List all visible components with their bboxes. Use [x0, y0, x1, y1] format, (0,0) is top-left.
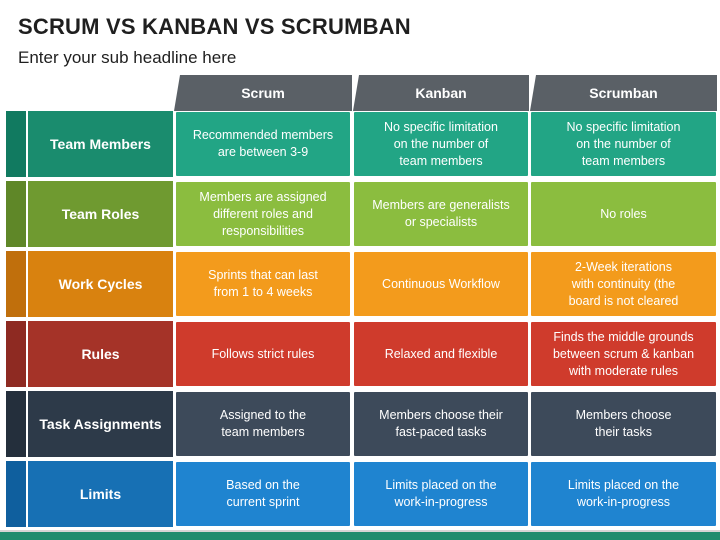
row-label: Work Cycles [27, 250, 174, 318]
row-label: Team Roles [27, 180, 174, 248]
footer-accent-bar [0, 532, 720, 540]
table-cell-scrum: Assigned to the team members [175, 391, 351, 457]
row-tab [5, 320, 27, 388]
page-subtitle: Enter your sub headline here [18, 48, 237, 67]
table-cell-scrum: Members are assigned different roles and… [175, 181, 351, 247]
table-cell-scrum: Follows strict rules [175, 321, 351, 387]
row-label: Task Assignments [27, 390, 174, 458]
row-tab [5, 110, 27, 178]
table-cell-kanban: Members choose their fast-paced tasks [353, 391, 529, 457]
table-cell-scrum: Sprints that can last from 1 to 4 weeks [175, 251, 351, 317]
column-header-scrumban: Scrumban [530, 75, 717, 111]
table-cell-kanban: Limits placed on the work-in-progress [353, 461, 529, 527]
row-label: Team Members [27, 110, 174, 178]
column-header-scrum: Scrum [174, 75, 352, 111]
table-cell-kanban: Relaxed and flexible [353, 321, 529, 387]
table-row-team-members: Team Members Recommended members are bet… [5, 110, 717, 178]
table-cell-scrum: Recommended members are between 3-9 [175, 111, 351, 177]
table-cell-kanban: Members are generalists or specialists [353, 181, 529, 247]
row-label: Limits [27, 460, 174, 528]
table-row-limits: Limits Based on the current sprint Limit… [5, 460, 717, 528]
row-tab [5, 250, 27, 318]
table-cell-kanban: No specific limitation on the number of … [353, 111, 529, 177]
table-row-task-assignments: Task Assignments Assigned to the team me… [5, 390, 717, 458]
table-cell-scrumban: Limits placed on the work-in-progress [530, 461, 717, 527]
row-tab [5, 390, 27, 458]
page-title: SCRUM VS KANBAN VS SCRUMBAN [18, 14, 411, 39]
table-cell-scrumban: No roles [530, 181, 717, 247]
row-tab [5, 460, 27, 528]
table-row-team-roles: Team Roles Members are assigned differen… [5, 180, 717, 248]
row-label: Rules [27, 320, 174, 388]
row-tab [5, 180, 27, 248]
table-row-rules: Rules Follows strict rules Relaxed and f… [5, 320, 717, 388]
table-cell-scrumban: Finds the middle grounds between scrum &… [530, 321, 717, 387]
footer-divider [0, 530, 720, 532]
table-cell-kanban: Continuous Workflow [353, 251, 529, 317]
column-header-kanban: Kanban [353, 75, 529, 111]
table-cell-scrumban: Members choose their tasks [530, 391, 717, 457]
table-cell-scrumban: 2-Week iterations with continuity (the b… [530, 251, 717, 317]
table-cell-scrumban: No specific limitation on the number of … [530, 111, 717, 177]
table-cell-scrum: Based on the current sprint [175, 461, 351, 527]
table-row-work-cycles: Work Cycles Sprints that can last from 1… [5, 250, 717, 318]
